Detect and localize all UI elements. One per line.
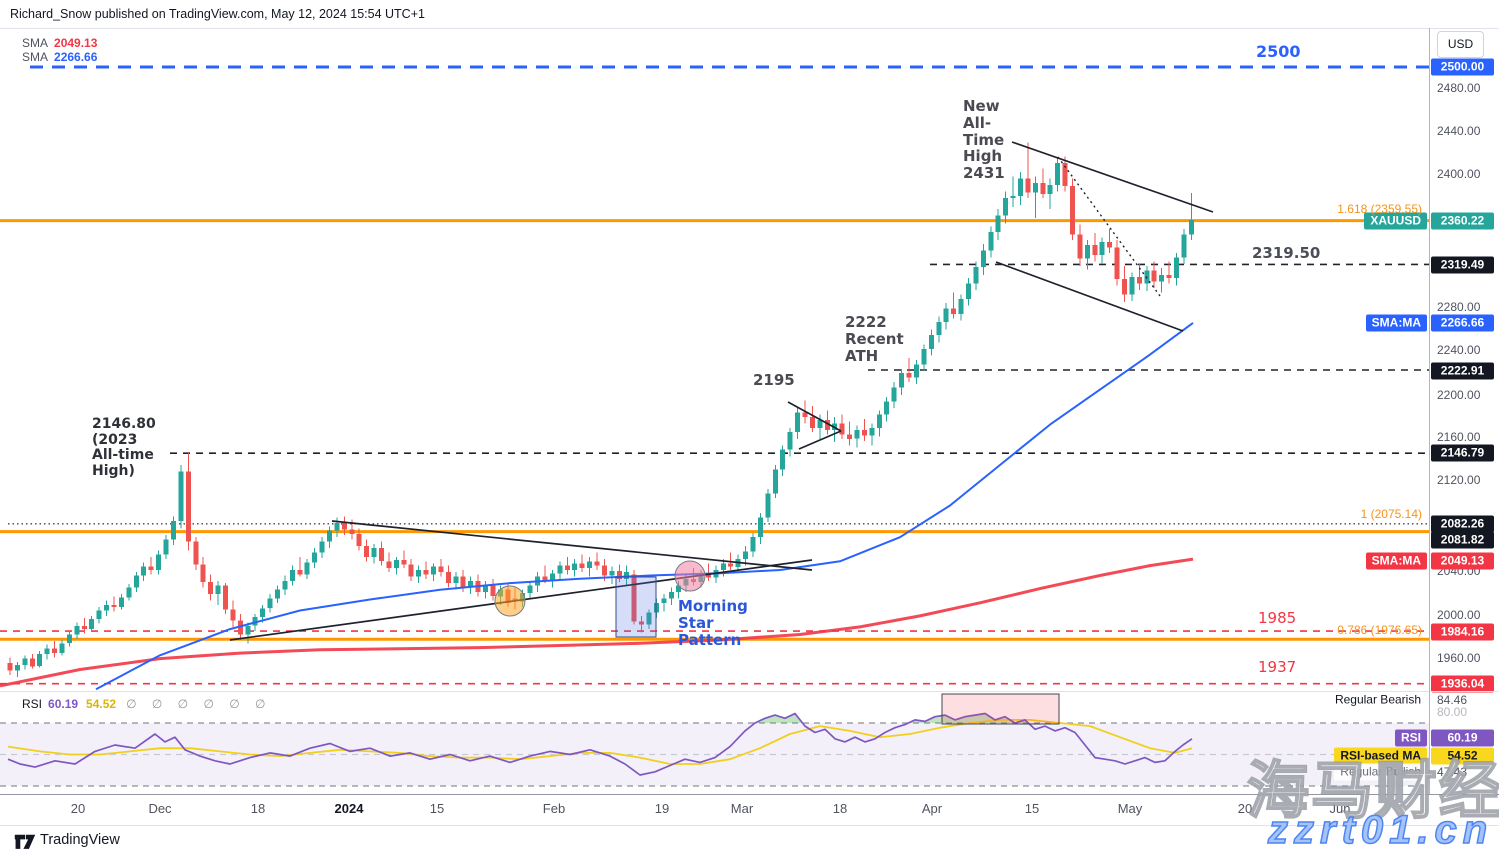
sma-fast-line [0, 557, 1194, 688]
price-tick: 1960.00 [1437, 651, 1481, 665]
chart-annotation: 2222 Recent ATH [845, 313, 904, 365]
sma-slow-row[interactable]: SMA 2266.66 [22, 50, 97, 64]
fib-level-label: 1 (2075.14) [1360, 507, 1422, 521]
price-tick: 84.46 [1437, 693, 1468, 707]
price-label-plate: 2146.79 [1431, 444, 1494, 462]
currency-toggle-button[interactable]: USD [1437, 31, 1484, 58]
price-tick: 2160.00 [1437, 430, 1481, 444]
price-tick: 2400.00 [1437, 167, 1481, 181]
chart-annotation: 1985 [1258, 609, 1297, 627]
time-tick: 15 [429, 801, 445, 816]
rsi-pane [0, 712, 1429, 787]
time-tick: Dec [148, 801, 172, 816]
price-label-plate: 2049.13 [1431, 552, 1494, 570]
time-tick: Apr [921, 801, 943, 816]
sma-fast-value: 2049.13 [54, 36, 98, 50]
price-label-plate: 1984.16 [1431, 623, 1494, 641]
chart-annotation: 2500 [1256, 42, 1301, 61]
time-axis-border [0, 794, 1499, 795]
price-tick: 2440.00 [1437, 124, 1481, 138]
rsi-ma-value: 54.52 [86, 697, 117, 711]
candles-layer [7, 142, 1194, 678]
time-tick: 2024 [334, 801, 364, 816]
price-label-plate: 2319.49 [1431, 256, 1494, 274]
series-name-plate: Regular Bullish [1334, 763, 1427, 781]
chart-annotation: New All-Time High 2431 [963, 97, 1005, 183]
rsi-line [7, 712, 1193, 776]
time-tick: 20 [1237, 801, 1253, 816]
footer-divider [0, 825, 1499, 826]
series-name-plate: RSI [1394, 729, 1427, 747]
header-divider [0, 28, 1499, 29]
rsi-value: 60.19 [48, 697, 79, 711]
price-label-plate: 1936.04 [1431, 675, 1494, 693]
price-label-plate: 54.52 [1431, 747, 1494, 765]
tradingview-brand-text[interactable]: TradingView [40, 832, 120, 848]
chart-annotation: 2195 [753, 371, 795, 389]
price-label-plate: 2081.82 [1431, 531, 1494, 549]
sma-legend[interactable]: SMA 2049.13 SMA 2266.66 [22, 36, 97, 64]
chart-annotation: 1937 [1258, 658, 1297, 676]
pane-divider[interactable] [0, 691, 1499, 692]
price-label-plate: 60.19 [1431, 729, 1494, 747]
price-axis-border [1429, 28, 1430, 794]
time-tick: Feb [542, 801, 566, 816]
time-tick: 15 [1024, 801, 1040, 816]
time-tick: 20 [70, 801, 86, 816]
chart-annotation: Morning Star Pattern [678, 597, 748, 649]
sma-slow-value: 2266.66 [54, 50, 98, 64]
series-name-plate: RSI-based MA [1334, 747, 1427, 765]
chart-annotation: 2146.80 (2023 All-time High) [92, 416, 156, 480]
series-name-plate: SMA:MA [1365, 314, 1427, 332]
price-tick: 47.43 [1437, 765, 1468, 779]
price-label-plate: 2266.66 [1431, 314, 1494, 332]
sma-label: SMA [22, 36, 49, 50]
sma-label-2: SMA [22, 50, 49, 64]
fib-level-label: 1.618 (2359.55) [1337, 202, 1422, 216]
series-name-plate: XAUUSD [1364, 212, 1427, 230]
price-tick: 2280.00 [1437, 300, 1481, 314]
highlights-layer[interactable] [494, 560, 1060, 725]
price-label-plate: 2360.22 [1431, 212, 1494, 230]
rsi-legend[interactable]: RSI 60.19 54.52 ∅ ∅ ∅ ∅ ∅ ∅ [22, 697, 271, 711]
time-tick: May [1117, 801, 1143, 816]
time-tick: Jun [1329, 801, 1351, 816]
rsi-label: RSI [22, 697, 43, 711]
price-tick: 80.00 [1437, 705, 1468, 719]
series-name-plate: SMA:MA [1365, 552, 1427, 570]
sma-fast-row[interactable]: SMA 2049.13 [22, 36, 97, 50]
price-tick: 2000.00 [1437, 608, 1481, 622]
watermark-cn: 海马财经 [1246, 756, 1499, 827]
fib-level-label: 0.786 (1976.65) [1337, 623, 1422, 637]
series-name-plate: Regular Bearish [1328, 691, 1427, 709]
publish-byline: Richard_Snow published on TradingView.co… [10, 7, 425, 21]
price-label-plate: 2082.26 [1431, 515, 1494, 533]
price-tick: 2200.00 [1437, 388, 1481, 402]
time-tick: 18 [832, 801, 848, 816]
rsi-empty-slots: ∅ ∅ ∅ ∅ ∅ ∅ [126, 697, 272, 711]
price-tick: 2120.00 [1437, 473, 1481, 487]
tradingview-logo-icon[interactable] [14, 832, 36, 850]
price-tick: 2480.00 [1437, 81, 1481, 95]
price-label-plate: 2500.00 [1431, 58, 1494, 76]
time-tick: 18 [250, 801, 266, 816]
watermark-url: zzrt01.cn [1267, 807, 1494, 853]
price-levels-layer [0, 65, 1429, 685]
chart-annotation: 2319.50 [1252, 244, 1321, 262]
time-tick: Mar [730, 801, 754, 816]
price-tick: 2240.00 [1437, 343, 1481, 357]
price-label-plate: 2222.91 [1431, 362, 1494, 380]
time-tick: 19 [654, 801, 670, 816]
